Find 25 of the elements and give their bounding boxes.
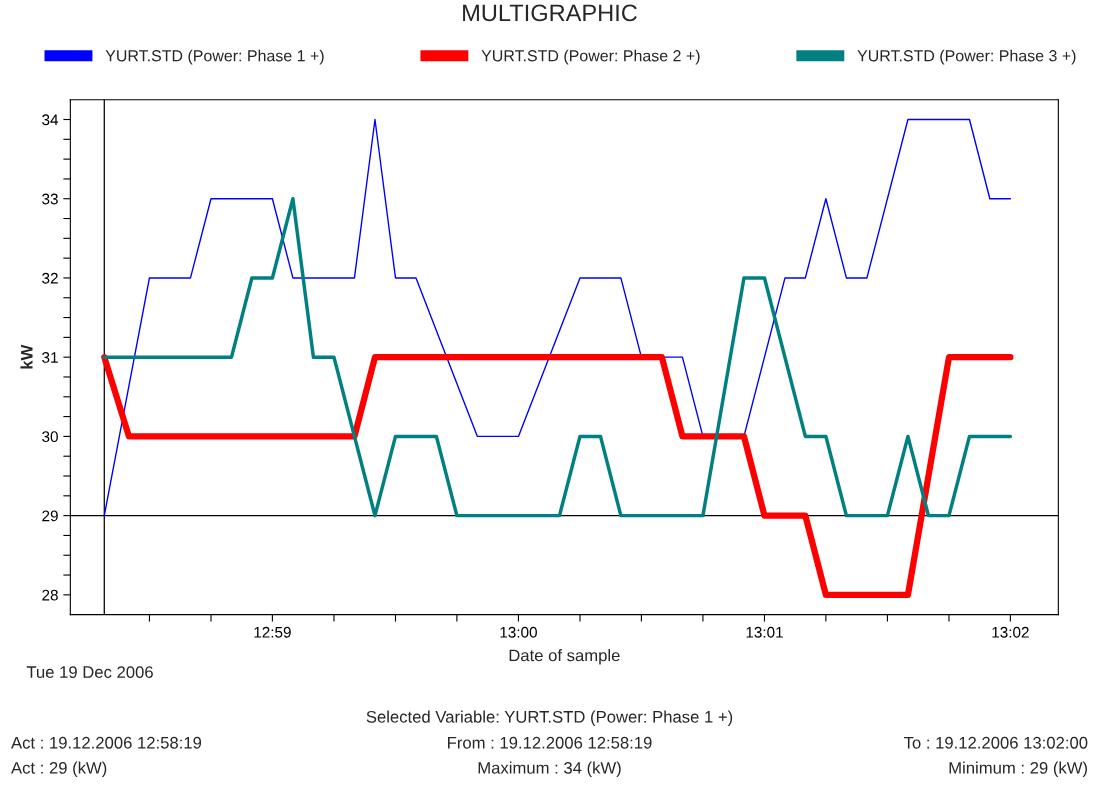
text: To : 19.12.2006 13:02:00 (903, 736, 1088, 749)
x-tick-label: 13:01 (746, 626, 783, 638)
legend-label: YURT.STD (Power: Phase 1 +) (105, 49, 324, 65)
y-tick-label: 32 (42, 272, 58, 284)
text: Act : 19.12.2006 12:58:19 (11, 736, 202, 749)
text: Act : 29 (kW) (11, 761, 107, 778)
text: Tue 19 Dec 2006 (26, 666, 153, 678)
y-tick-label: 34 (42, 114, 59, 126)
y-tick-label: 29 (42, 510, 58, 522)
y-tick-label: 28 (42, 589, 58, 601)
x-tick-label: 13:00 (500, 626, 537, 638)
x-tick-label: 12:59 (254, 626, 291, 638)
y-tick-label: 30 (42, 431, 58, 443)
chart-title: MULTIGRAPHIC (463, 4, 637, 22)
x-axis-title: Date of sample (509, 649, 620, 665)
y-tick-label: 31 (42, 352, 58, 363)
text: Minimum : 29 (kW) (949, 761, 1087, 778)
text: Selected Variable: YURT.STD (Power: Phase 1 +) (366, 710, 733, 727)
text: Maximum : 34 (kW) (478, 761, 621, 778)
legend-label: YURT.STD (Power: Phase 2 +) (481, 49, 700, 65)
x-tick-label: 13:02 (992, 626, 1029, 638)
legend-label: YURT.STD (Power: Phase 3 +) (857, 49, 1076, 65)
text: From : 19.12.2006 12:58:19 (448, 736, 652, 749)
y-axis-title: kW (20, 344, 33, 369)
y-tick-label: 33 (42, 193, 58, 205)
